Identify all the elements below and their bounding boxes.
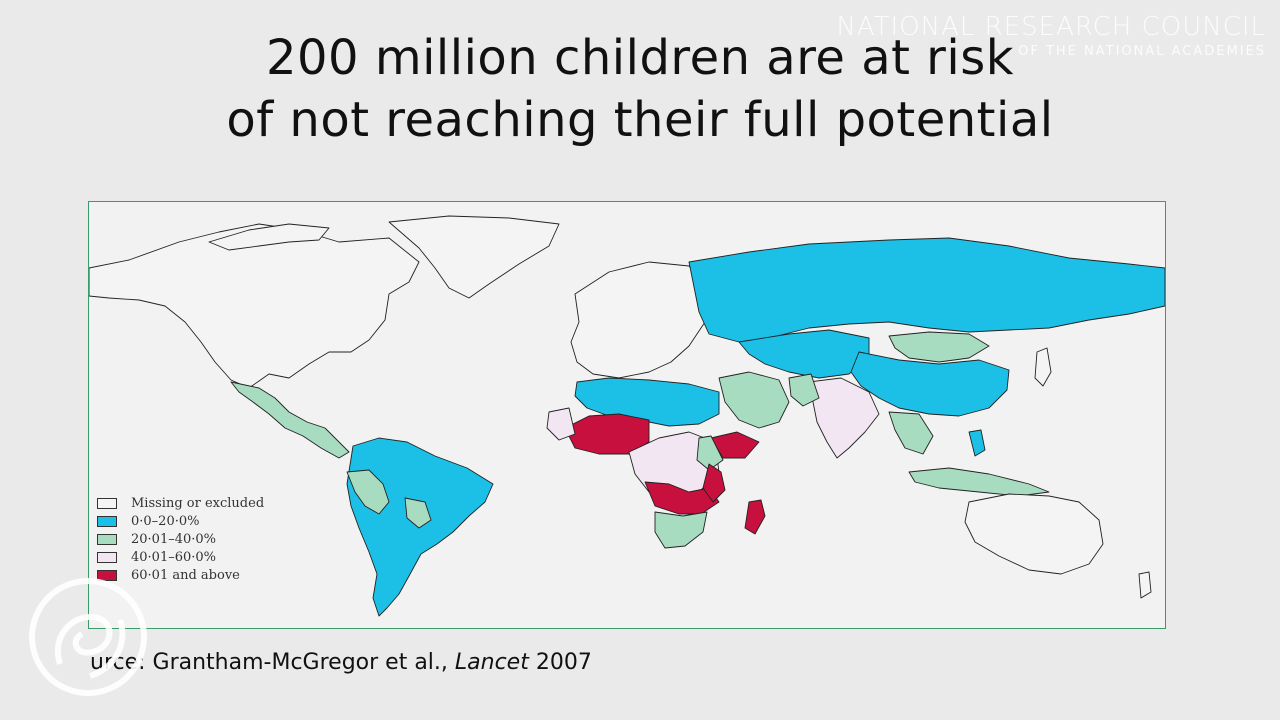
legend-swatch-60-plus [97, 569, 117, 581]
legend-label-0-20: 0·0–20·0% [131, 513, 200, 529]
legend-label-missing: Missing or excluded [131, 495, 265, 511]
region-arctic-islands [208, 223, 330, 251]
region-sahel [564, 413, 650, 455]
world-map: Missing or excluded 0·0–20·0% 20·01–40·0… [88, 201, 1166, 629]
region-north-america [89, 223, 420, 389]
watermark: NATIONAL RESEARCH COUNCIL OF THE NATIONA… [836, 12, 1266, 59]
region-southern-africa-red [644, 481, 720, 515]
region-mongolia [888, 331, 990, 363]
watermark-org: NATIONAL RESEARCH COUNCIL [836, 12, 1266, 42]
region-east-africa [710, 431, 760, 459]
legend-swatch-40-60 [97, 551, 117, 563]
legend-item-40-60: 40·01–60·0% [97, 548, 264, 566]
legend-swatch-0-20 [97, 515, 117, 527]
region-middle-east [718, 371, 790, 429]
region-southeast-asia [888, 411, 934, 455]
region-north-africa [574, 377, 720, 427]
region-europe [570, 261, 710, 379]
region-central-asia [738, 329, 870, 379]
legend-item-0-20: 0·0–20·0% [97, 512, 264, 530]
region-pakistan [788, 373, 820, 407]
region-south-america-mid [346, 469, 390, 515]
legend-swatch-missing [97, 497, 117, 509]
region-russia [688, 237, 1165, 343]
map-legend: Missing or excluded 0·0–20·0% 20·01–40·0… [97, 494, 264, 584]
slide-title-line-2: of not reaching their full potential [226, 92, 1054, 148]
source-journal: Lancet [454, 650, 529, 675]
region-south-africa [654, 511, 708, 549]
slide-title-line-1: 200 million children are at risk [265, 30, 1015, 86]
region-mexico [230, 381, 350, 459]
legend-item-60-plus: 60·01 and above [97, 566, 264, 584]
watermark-sub: OF THE NATIONAL ACADEMIES [1018, 44, 1266, 59]
legend-swatch-20-40 [97, 533, 117, 545]
region-australia [964, 493, 1104, 575]
legend-label-60-plus: 60·01 and above [131, 567, 240, 583]
world-map-svg [89, 215, 1165, 617]
region-mozambique [702, 463, 726, 503]
region-philippines [968, 429, 986, 457]
region-indonesia [908, 467, 1050, 497]
region-new-zealand [1138, 571, 1152, 599]
source-prefix: urce: Grantham-McGregor et al., [90, 650, 455, 675]
legend-label-20-40: 20·01–40·0% [131, 531, 217, 547]
region-japan [1034, 347, 1052, 387]
source-year: 2007 [528, 650, 592, 675]
region-paraguay-mid [404, 497, 432, 529]
region-west-africa [546, 407, 576, 441]
nrc-logo-icon [29, 578, 147, 696]
legend-item-20-40: 20·01–40·0% [97, 530, 264, 548]
region-kenya [696, 435, 724, 471]
region-madagascar [744, 499, 766, 535]
source-citation: urce: Grantham-McGregor et al., Lancet 2… [90, 650, 592, 675]
region-south-asia [808, 377, 880, 459]
legend-item-missing: Missing or excluded [97, 494, 264, 512]
region-greenland [388, 215, 560, 299]
region-china [850, 351, 1010, 417]
legend-label-40-60: 40·01–60·0% [131, 549, 217, 565]
